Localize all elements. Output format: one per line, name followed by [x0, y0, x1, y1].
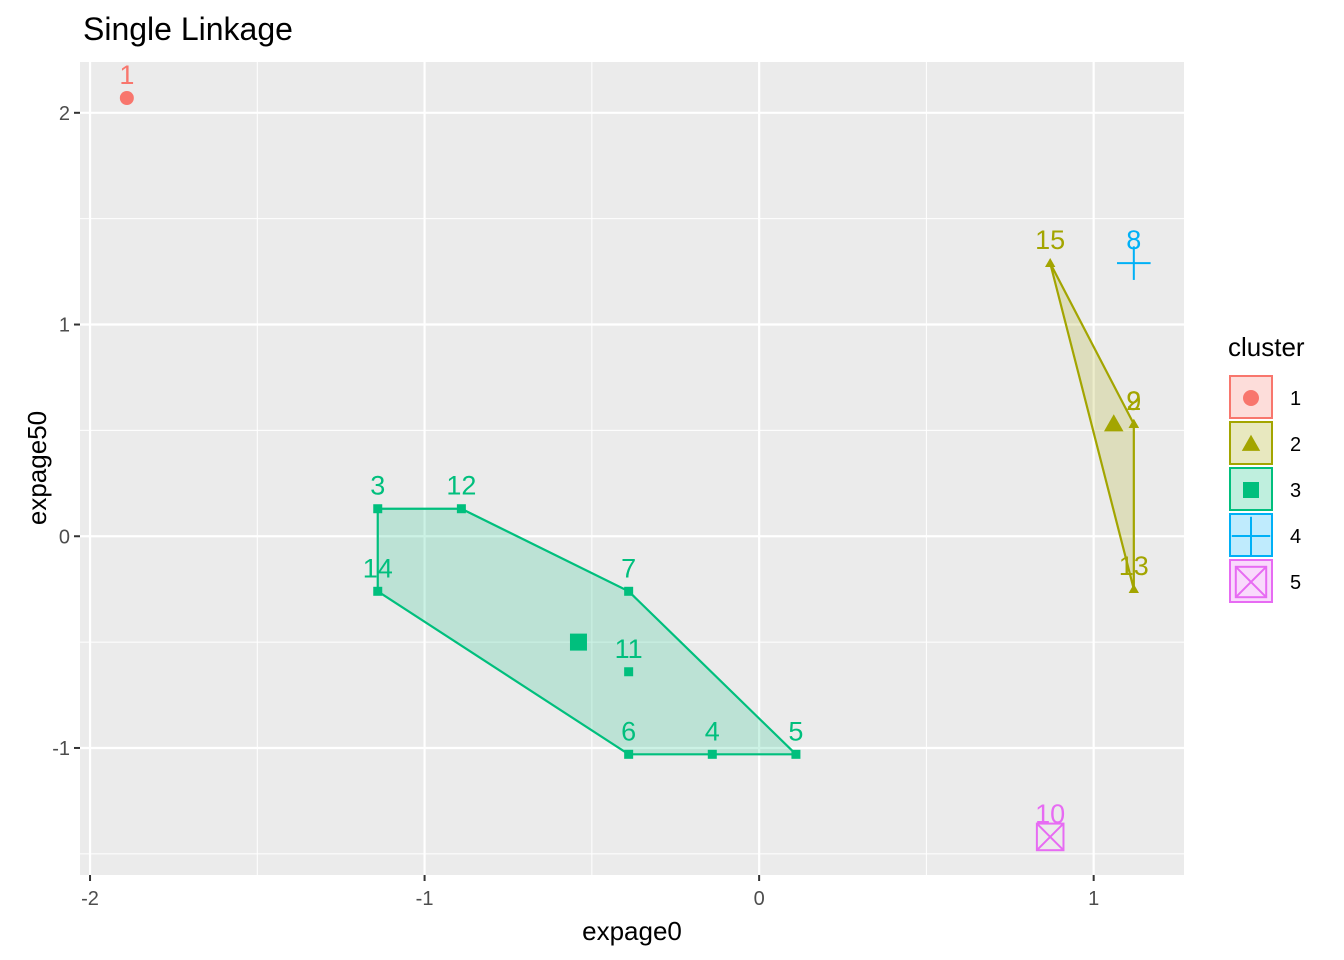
point-12 [456, 504, 466, 514]
point-label-8: 8 [1126, 225, 1141, 255]
point-7 [624, 586, 634, 596]
legend-label-4: 4 [1290, 526, 1301, 548]
y-tick-label: 0 [59, 526, 70, 548]
point-11 [624, 667, 634, 677]
point-1 [119, 90, 134, 105]
point-label-3: 3 [370, 471, 385, 501]
point-5 [791, 749, 801, 759]
x-tick-label: -2 [81, 888, 99, 910]
cluster-centroids [569, 414, 1124, 651]
point-13 [1128, 584, 1139, 594]
point-label-6: 6 [621, 716, 636, 746]
y-axis-title: expage50 [22, 411, 52, 525]
centroid-3 [569, 633, 587, 651]
legend-symbol-5 [1234, 565, 1268, 599]
point-9 [1128, 418, 1139, 428]
y-tick-label: -1 [52, 738, 70, 760]
legend: cluster 1 2 3 4 5 [1228, 332, 1305, 603]
legend-label-2: 2 [1290, 434, 1301, 456]
grid-lines [80, 62, 1184, 875]
point-8 [1117, 246, 1151, 280]
point-label-10: 10 [1035, 799, 1065, 829]
plot-panel [80, 62, 1184, 875]
data-points [119, 90, 1151, 852]
point-label-11: 11 [615, 634, 643, 664]
point-label-7: 7 [621, 553, 636, 583]
point-label-4: 4 [705, 716, 720, 746]
point-labels: 1 15 29 13 3 12 14 7 11 6 4 5 8 10 [119, 60, 1149, 829]
legend-symbol-2 [1241, 434, 1261, 451]
point-label-2: 2 [1126, 386, 1141, 416]
x-axis-title: expage0 [582, 916, 682, 946]
chart-title: Single Linkage [83, 11, 293, 47]
y-tick-label: 1 [59, 315, 70, 337]
point-4 [707, 749, 717, 759]
x-tick-label: -1 [416, 888, 434, 910]
point-6 [624, 749, 634, 759]
legend-label-5: 5 [1290, 572, 1301, 594]
legend-title: cluster [1228, 332, 1305, 362]
point-10 [1035, 822, 1065, 852]
legend-symbol-1 [1243, 390, 1259, 406]
point-label-9: 9 [1126, 386, 1141, 416]
point-label-1: 1 [119, 60, 134, 90]
y-tick-label: 2 [59, 103, 70, 125]
point-label-15: 15 [1035, 225, 1065, 255]
centroid-2 [1103, 414, 1124, 432]
x-tick-label: 0 [754, 888, 765, 910]
point-label-14: 14 [363, 553, 393, 583]
legend-label-1: 1 [1290, 388, 1301, 410]
legend-label-3: 3 [1290, 480, 1301, 502]
legend-symbol-4 [1231, 516, 1271, 556]
cluster-hull-2 [1049, 262, 1135, 590]
point-14 [373, 586, 383, 596]
legend-symbol-3 [1243, 482, 1259, 498]
point-label-12: 12 [446, 471, 476, 501]
point-label-5: 5 [788, 716, 803, 746]
x-tick-label: 1 [1088, 888, 1099, 910]
point-15 [1045, 257, 1056, 268]
point-3 [373, 504, 383, 514]
point-label-13: 13 [1119, 551, 1149, 581]
